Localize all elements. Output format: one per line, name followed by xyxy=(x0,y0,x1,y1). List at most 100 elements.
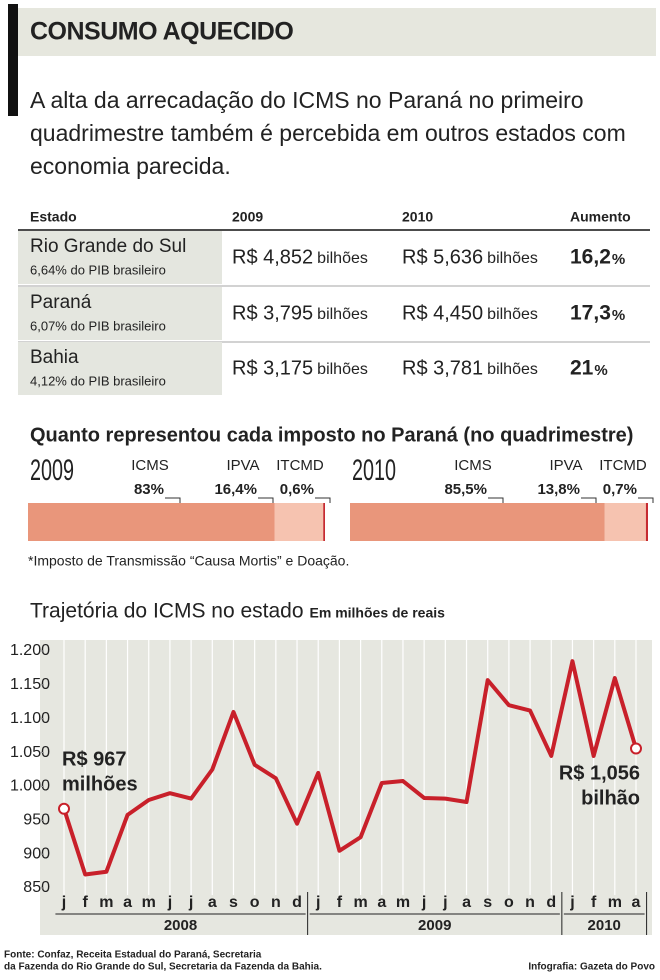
intro: A alta da arrecadação do ICMS no Paraná … xyxy=(30,87,626,179)
x-tick-label: f xyxy=(83,894,89,911)
y-tick-label: 950 xyxy=(23,812,50,829)
segment-value: 16,4% xyxy=(214,481,257,498)
segment-name: IPVA xyxy=(549,457,582,474)
segment-value: 13,8% xyxy=(537,481,580,498)
increase-unit: % xyxy=(594,362,607,379)
x-tick-label: m xyxy=(353,894,367,911)
gdp-share: 6,64% do PIB brasileiro xyxy=(30,262,166,277)
x-tick-label: m xyxy=(142,894,156,911)
x-tick-label: j xyxy=(421,894,426,911)
x-tick-label: f xyxy=(337,894,343,911)
endpoint xyxy=(58,802,70,815)
connector xyxy=(258,497,274,503)
segment-name: ITCMD xyxy=(276,457,324,474)
y-tick-label: 850 xyxy=(23,879,50,896)
increase: 21 xyxy=(570,357,594,380)
bar-segment xyxy=(323,503,325,541)
plot-area xyxy=(40,640,652,935)
amount-unit: bilhões xyxy=(487,250,538,267)
chart-title: Trajetória do ICMS no estado xyxy=(30,600,304,623)
x-tick-label: f xyxy=(591,894,597,911)
state-name: Bahia xyxy=(30,347,79,368)
footnote: *Imposto de Transmissão “Causa Mortis” e… xyxy=(28,553,349,569)
segment-value: 85,5% xyxy=(444,481,487,498)
state-cell xyxy=(18,287,222,340)
segment-value: 0,7% xyxy=(603,481,637,498)
state-cell xyxy=(18,231,222,284)
amount: R$ 3,175 xyxy=(232,357,313,379)
annotation: milhões xyxy=(62,773,138,795)
bar-segment xyxy=(604,503,646,541)
annotation: bilhão xyxy=(581,787,640,809)
bar-segment xyxy=(28,503,275,541)
x-tick-label: m xyxy=(99,894,113,911)
gdp-share: 4,12% do PIB brasileiro xyxy=(30,373,166,388)
page-title: CONSUMO AQUECIDO xyxy=(30,18,293,46)
y-tick-label: 1.200 xyxy=(10,642,50,659)
x-tick-label: n xyxy=(271,894,281,911)
year-label: 2010 xyxy=(352,454,396,487)
x-tick-label: a xyxy=(123,894,132,911)
amount: R$ 4,450 xyxy=(402,302,483,324)
column-header: Estado xyxy=(30,209,77,225)
annotation: R$ 1,056 xyxy=(559,762,640,784)
amount: R$ 3,781 xyxy=(402,357,483,379)
increase-unit: % xyxy=(612,251,625,268)
bar-segment xyxy=(274,503,324,541)
state-name: Paraná xyxy=(30,292,92,313)
source: Fonte: Confaz, Receita Estadual do Paran… xyxy=(4,950,262,961)
increase: 16,2 xyxy=(570,246,611,269)
column-header: 2009 xyxy=(232,209,263,225)
amount: R$ 4,852 xyxy=(232,246,313,268)
column-header: Aumento xyxy=(570,209,631,225)
amount: R$ 3,795 xyxy=(232,302,313,324)
increase: 17,3 xyxy=(570,302,611,325)
x-tick-label: d xyxy=(546,894,556,911)
y-tick-label: 1.050 xyxy=(10,744,50,761)
x-tick-label: j xyxy=(188,894,193,911)
y-tick-label: 1.000 xyxy=(10,778,50,795)
x-tick-label: j xyxy=(569,894,574,911)
x-tick-label: j xyxy=(442,894,447,911)
x-tick-label: a xyxy=(208,894,217,911)
connector xyxy=(165,497,181,503)
amount-unit: bilhões xyxy=(487,361,538,378)
bar-segment xyxy=(645,503,648,541)
amount-unit: bilhões xyxy=(317,250,368,267)
column-header: 2010 xyxy=(402,209,433,225)
x-tick-label: m xyxy=(608,894,622,911)
segment-name: ICMS xyxy=(131,457,169,474)
credit: Infografia: Gazeta do Povo xyxy=(528,962,655,973)
amount-unit: bilhões xyxy=(487,306,538,323)
year-label: 2010 xyxy=(588,917,621,934)
segment-name: ITCMD xyxy=(599,457,647,474)
x-tick-label: n xyxy=(525,894,535,911)
y-tick-label: 1.100 xyxy=(10,710,50,727)
x-tick-label: o xyxy=(250,894,260,911)
x-tick-label: a xyxy=(632,894,641,911)
gdp-share: 6,07% do PIB brasileiro xyxy=(30,318,166,333)
year-label: 2008 xyxy=(164,917,197,934)
x-tick-label: d xyxy=(292,894,302,911)
title-band xyxy=(18,8,656,56)
source: da Fazenda do Rio Grande do Sul, Secreta… xyxy=(4,962,322,973)
bar-segment xyxy=(350,503,605,541)
segment-value: 0,6% xyxy=(280,481,314,498)
state-name: Rio Grande do Sul xyxy=(30,236,186,257)
state-cell xyxy=(18,342,222,395)
x-tick-label: a xyxy=(377,894,386,911)
x-tick-label: j xyxy=(167,894,172,911)
amount: R$ 5,636 xyxy=(402,246,483,268)
year-label: 2009 xyxy=(418,917,451,934)
accent-bar xyxy=(8,4,18,116)
x-tick-label: o xyxy=(504,894,514,911)
annotation: R$ 967 xyxy=(62,748,127,770)
x-tick-label: s xyxy=(483,894,492,911)
segment-name: ICMS xyxy=(454,457,492,474)
x-tick-label: a xyxy=(462,894,471,911)
endpoint xyxy=(630,742,642,755)
section-title: Quanto representou cada imposto no Paran… xyxy=(30,424,633,446)
amount-unit: bilhões xyxy=(317,361,368,378)
